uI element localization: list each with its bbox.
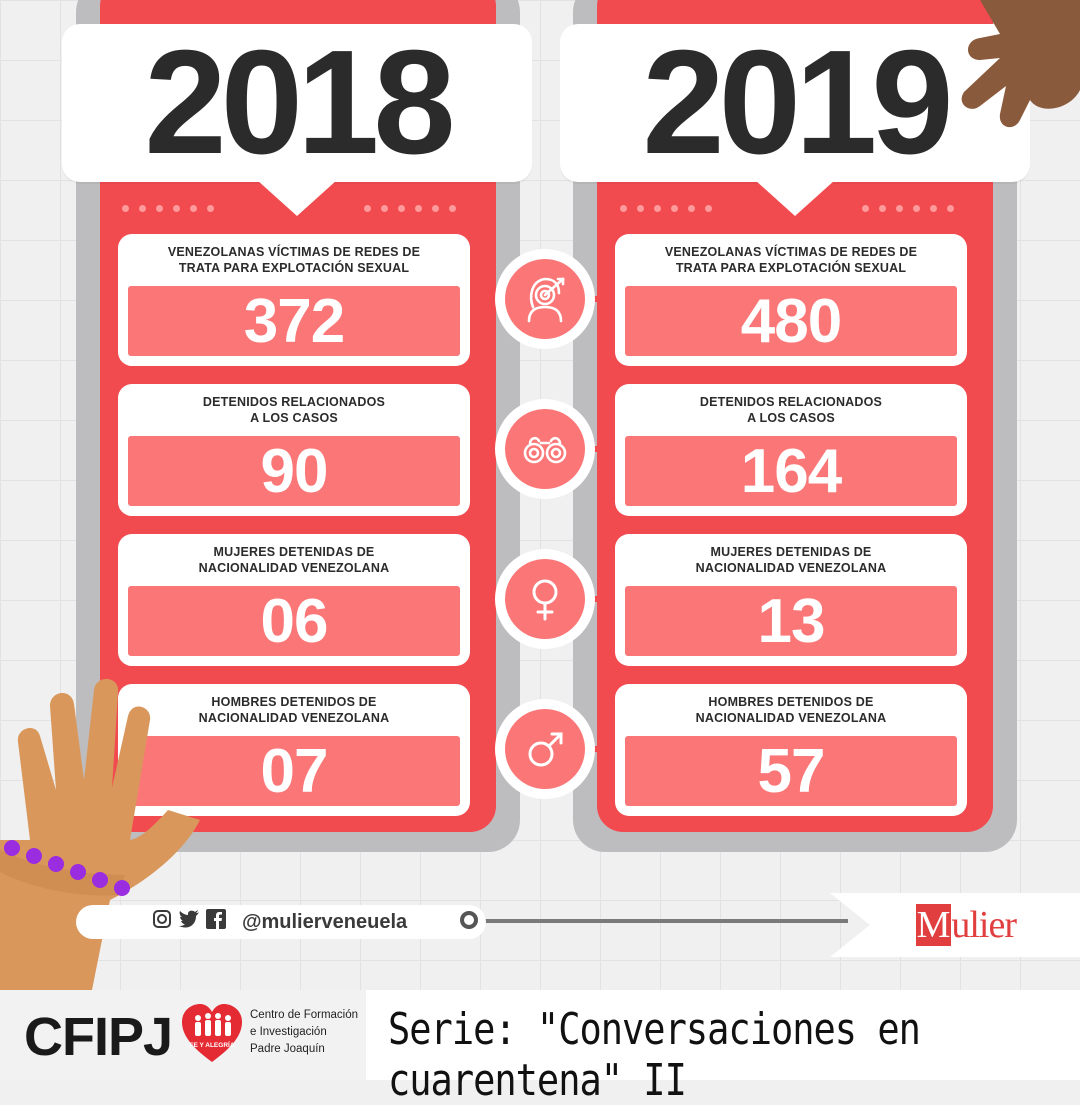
- stat-card-2019-men: HOMBRES DETENIDOS DE NACIONALIDAD VENEZO…: [615, 684, 967, 816]
- icon-ring-detained: [495, 399, 595, 499]
- footer-org-block: [0, 990, 366, 1080]
- stat-value: 06: [128, 586, 460, 656]
- instagram-icon[interactable]: [152, 909, 172, 935]
- bracelet-bead: [70, 864, 86, 880]
- stat-value: 480: [625, 286, 957, 356]
- bracelet-bead: [26, 848, 42, 864]
- mulier-tag: Mulier: [830, 893, 1080, 957]
- divider-knob: [460, 911, 478, 929]
- stat-value: 13: [625, 586, 957, 656]
- stat-card-2018-women: MUJERES DETENIDAS DE NACIONALIDAD VENEZO…: [118, 534, 470, 666]
- dots-right-2018: [364, 205, 456, 212]
- stat-value: 164: [625, 436, 957, 506]
- footer: CFIPJ FE Y ALEGRÍA Centro de Formación e…: [0, 990, 1080, 1105]
- stat-card-2019-women: MUJERES DETENIDAS DE NACIONALIDAD VENEZO…: [615, 534, 967, 666]
- female-symbol-icon: [505, 559, 585, 639]
- stat-card-2018-victims: VENEZOLANAS VÍCTIMAS DE REDES DE TRATA P…: [118, 234, 470, 366]
- stat-value: 07: [128, 736, 460, 806]
- org-acronym: CFIPJ: [24, 1007, 173, 1067]
- facebook-icon[interactable]: [206, 909, 226, 935]
- stat-card-2019-detained: DETENIDOS RELACIONADOS A LOS CASOS 164: [615, 384, 967, 516]
- icon-ring-victims: [495, 249, 595, 349]
- dots-left-2018: [122, 205, 214, 212]
- hand-left-illustration: [0, 678, 200, 990]
- stat-value: 57: [625, 736, 957, 806]
- stat-label: HOMBRES DETENIDOS DE NACIONALIDAD VENEZO…: [198, 695, 390, 725]
- social-bar: @mulierveneuela: [76, 905, 486, 939]
- stat-value: 90: [128, 436, 460, 506]
- stat-label: VENEZOLANAS VÍCTIMAS DE REDES DE TRATA P…: [167, 245, 421, 275]
- icon-ring-men: [495, 699, 595, 799]
- fe-y-alegria-heart-logo: FE Y ALEGRÍA: [182, 1004, 242, 1062]
- series-title: Serie: "Conversaciones en cuarentena" II: [388, 1004, 921, 1105]
- hand-right-illustration: [961, 0, 1080, 128]
- stat-value: 372: [128, 286, 460, 356]
- icon-ring-women: [495, 549, 595, 649]
- stat-label: DETENIDOS RELACIONADOS A LOS CASOS: [202, 395, 386, 425]
- dots-right-2019: [862, 205, 954, 212]
- divider-line: [468, 919, 848, 923]
- org-full-name: Centro de Formación e Investigación Padr…: [250, 1009, 359, 1055]
- stat-label: DETENIDOS RELACIONADOS A LOS CASOS: [699, 395, 883, 425]
- bracelet-bead: [4, 840, 20, 856]
- stat-label: HOMBRES DETENIDOS DE NACIONALIDAD VENEZO…: [695, 695, 887, 725]
- stat-card-2018-detained: DETENIDOS RELACIONADOS A LOS CASOS 90: [118, 384, 470, 516]
- male-symbol-icon: [505, 709, 585, 789]
- year-2018: 2018: [62, 20, 532, 216]
- bracelet-bead: [48, 856, 64, 872]
- stat-card-2019-victims: VENEZOLANAS VÍCTIMAS DE REDES DE TRATA P…: [615, 234, 967, 366]
- twitter-icon[interactable]: [178, 909, 200, 935]
- dots-left-2019: [620, 205, 712, 212]
- bracelet-bead: [114, 880, 130, 896]
- social-handle[interactable]: @mulierveneuela: [242, 910, 408, 933]
- stat-label: MUJERES DETENIDAS DE NACIONALIDAD VENEZO…: [198, 545, 390, 575]
- stat-label: VENEZOLANAS VÍCTIMAS DE REDES DE TRATA P…: [664, 245, 918, 275]
- year-2019: 2019: [560, 20, 1030, 216]
- bracelet-bead: [92, 872, 108, 888]
- mulier-logo[interactable]: Mulier: [915, 904, 1017, 946]
- heart-text: FE Y ALEGRÍA: [189, 1040, 234, 1049]
- woman-target-icon: [505, 259, 585, 339]
- stat-card-2018-men: HOMBRES DETENIDOS DE NACIONALIDAD VENEZO…: [118, 684, 470, 816]
- handcuffs-icon: [505, 409, 585, 489]
- stat-label: MUJERES DETENIDAS DE NACIONALIDAD VENEZO…: [695, 545, 887, 575]
